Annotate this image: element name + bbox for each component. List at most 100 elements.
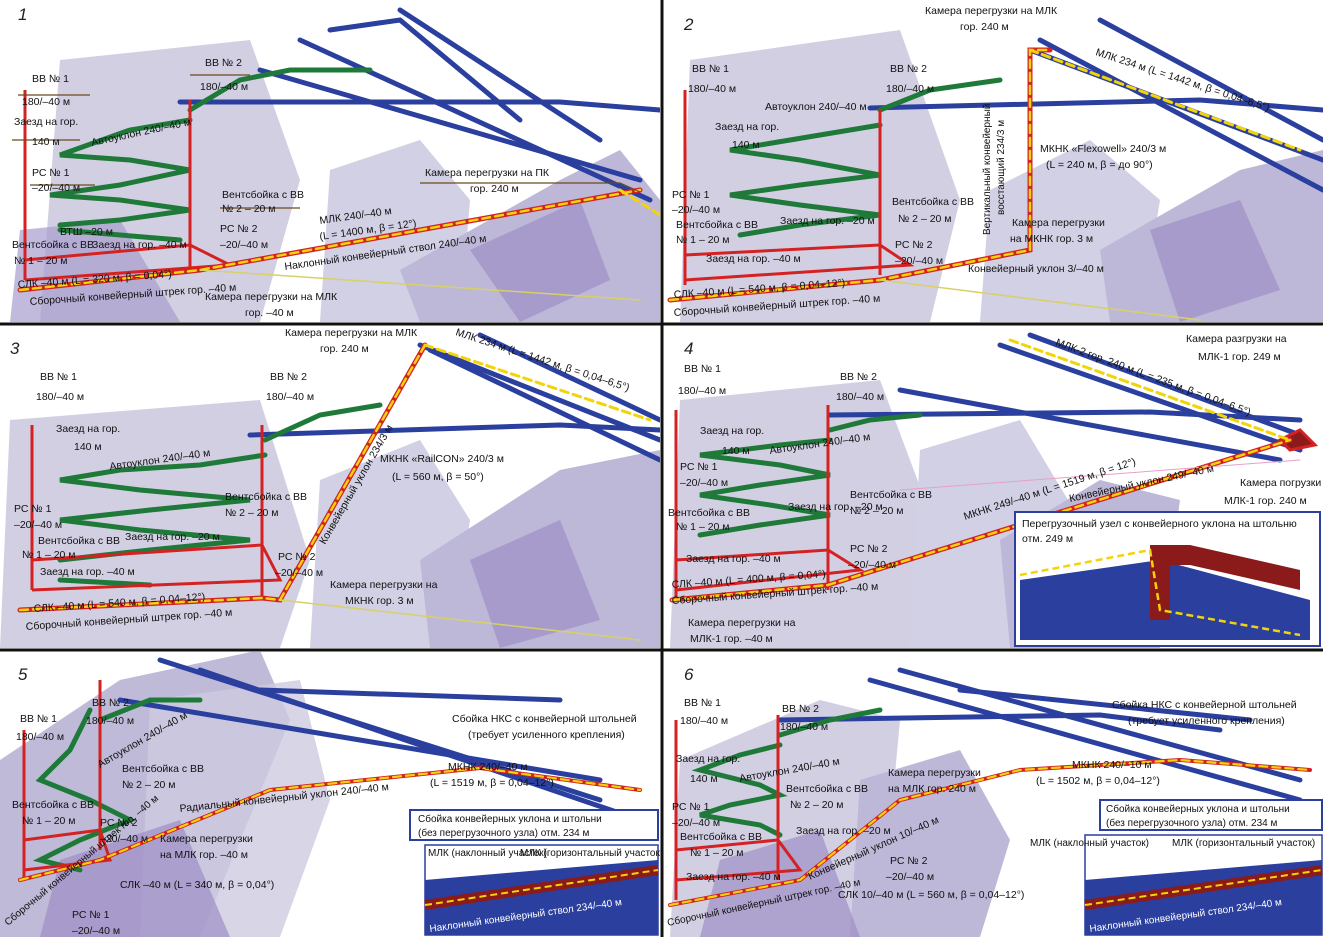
label: Камера погрузки [1240,477,1321,489]
label: СЛК 10/–40 м (L = 560 м, β = 0,04–12°) [838,889,1024,901]
label: 180/–40 м [86,715,134,727]
label: ВВ № 1 [20,713,57,725]
label: Заезд на гор. –40 м [706,253,801,265]
red-shafts [683,90,915,285]
label: МЛК (наклонный участок) [428,848,547,859]
red-shafts [674,715,803,900]
label: –20/–40 м [220,239,268,251]
label: Вертикальный конвейерный [982,104,993,235]
green-ramp [32,697,203,873]
label: ВТШ –20 м [60,226,113,238]
rock-mass [670,700,1010,937]
panel-4: 4 ВВ № 1 180/–40 м ВВ № 2 180/–40 м МЛК-… [664,326,1323,648]
blue-conveyor-network [247,332,660,463]
label: 180/–40 м [836,391,884,403]
label: ВВ № 2 [270,371,307,383]
label: Вентсбойка с ВВ [676,219,758,231]
label: ВВ № 1 [692,63,729,75]
label: ВВ № 2 [205,57,242,69]
label: Камера перегрузки на [688,617,796,629]
label: № 2 – 20 м [790,799,844,811]
label: Камера перегрузки [888,767,981,779]
panel-number: 1 [18,5,27,24]
label: гор. 240 м [470,183,519,195]
panel-number: 4 [684,339,693,358]
label: на МКНК гор. 3 м [1010,233,1093,245]
label: № 2 – 20 м [122,779,176,791]
label: РС № 2 [850,543,888,555]
panel-number: 6 [684,665,694,684]
label: Заезд на гор. –20 м [780,215,875,227]
label: гор. –40 м [245,307,294,319]
label: РС № 2 [100,817,138,829]
label: (требует усиленного крепления) [1128,715,1285,727]
label: –20/–40 м [680,477,728,489]
label: МКНК гор. 3 м [345,595,414,607]
label: Автоуклон 240/–40 м [765,101,867,113]
panel-number: 3 [10,339,20,358]
inset-title: отм. 249 м [1022,533,1073,545]
label: 180/–40 м [780,721,828,733]
green-ramp [691,707,883,838]
red-shafts [23,90,236,282]
label: ВВ № 2 [840,371,877,383]
label: –20/–40 м [672,817,720,829]
label: № 1 – 20 м [22,815,76,827]
label: СЛК –40 м (L = 340 м, β = 0,04°) [120,879,274,891]
red-shafts [22,680,113,880]
label: № 1 – 20 м [22,549,76,561]
panel-6: 6 ВВ № 1 180/–40 м ВВ № 2 180/–40 м Сбой… [664,652,1323,937]
label: на МЛК гор. –40 м [160,849,248,861]
label: Камера разгрузки на [1186,333,1287,345]
label: МЛК (горизонтальный участок) [1172,838,1315,849]
label: ВВ № 1 [40,371,77,383]
label: Вентсбойка с ВВ [668,507,750,519]
label: Вентсбойка с ВВ [225,491,307,503]
green-ramp [729,77,1003,238]
blue-conveyor-network [777,667,1303,803]
label: Заезд на гор. –20 м [125,531,220,543]
blue-conveyor-network [177,7,660,203]
inset-junction: Сбойка конвейерных уклона и штольни (без… [1030,799,1323,936]
label: Заезд на гор. [676,753,740,765]
label: (L = 240 м, β = до 90°) [1046,159,1153,171]
label: № 1 – 20 м [676,521,730,533]
label: 180/–40 м [678,385,726,397]
label: Вентсбойка с ВВ [38,535,120,547]
blue-conveyor-network [117,657,643,823]
label: восстающий 234/3 м [996,120,1007,215]
label: МКНК «RailCON» 240/3 м [380,453,504,465]
label: МЛК-1 гор. –40 м [690,633,773,645]
panel-number: 5 [18,665,28,684]
label: Заезд на гор. [700,425,764,437]
yellow-conveyor-route [17,342,652,641]
label: Заезд на гор. –40 м [92,239,187,251]
label: (требует усиленного крепления) [468,729,625,741]
label: ВВ № 2 [92,697,129,709]
label: МКНК «Flexowell» 240/3 м [1040,143,1166,155]
label: РС № 1 [672,801,710,813]
label: Камера перегрузки на МЛК [285,327,418,339]
label: Заезд на гор. –20 м [788,501,883,513]
label: РС № 1 [680,461,718,473]
label: РС № 1 [672,189,710,201]
yellow-conveyor-route [667,47,1302,321]
yellow-conveyor-route [17,187,660,301]
label: Камера перегрузки [160,833,253,845]
label: РС № 2 [890,855,928,867]
label: № 2 – 20 м [225,507,279,519]
yellow-conveyor-route [18,765,642,882]
label: 180/–40 м [886,83,934,95]
inset-title: Сбойка конвейерных уклона и штольни [418,813,602,825]
label: Заезд на гор. [14,116,78,128]
label: Вентсбойка с ВВ [12,239,94,251]
label: 140 м [690,773,718,785]
label: гор. 240 м [320,343,369,355]
label: ВВ № 1 [684,363,721,375]
panel-5: 5 ВВ № 1 180/–40 м ВВ № 2 180/–40 м Авто… [0,652,660,937]
label: Камера перегрузки на МЛК [925,5,1058,17]
label: Вентсбойка с ВВ [786,783,868,795]
blue-conveyor-network [827,332,1303,463]
label: 180/–40 м [266,391,314,403]
